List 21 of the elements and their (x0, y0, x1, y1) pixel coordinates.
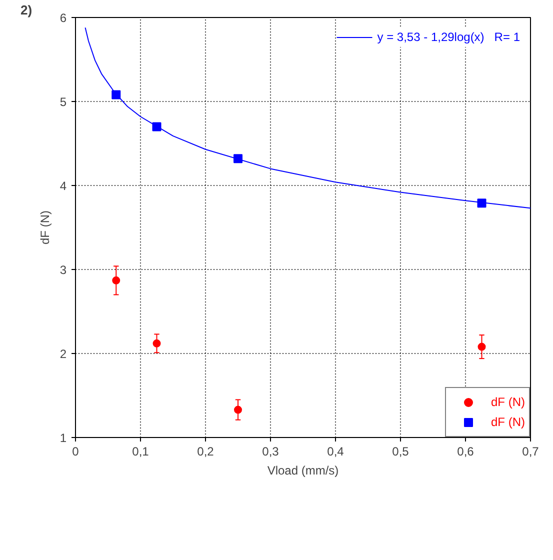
legend-label: dF (N) (491, 395, 525, 409)
x-axis-title: Vload (mm/s) (267, 464, 339, 478)
y-tick-label: 3 (60, 263, 67, 277)
x-tick-label: 0,5 (392, 444, 410, 458)
y-tick-label: 4 (60, 179, 67, 193)
y-tick-label: 6 (60, 11, 67, 25)
y-tick-label: 2 (60, 347, 67, 361)
x-tick-label: 0 (72, 444, 80, 458)
x-tick-label: 0,4 (327, 444, 344, 458)
line-series (84, 27, 530, 209)
x-tick-label: 0,1 (132, 444, 150, 458)
y-tick-label: 5 (60, 95, 67, 109)
y-axis-title: dF (N) (38, 210, 52, 244)
text: 2) (20, 2, 32, 18)
legend-label: y = 3,53 - 1,29log(x) R= 1 (377, 30, 520, 44)
legend-label: dF (N) (491, 415, 525, 429)
x-tick-label: 0,3 (262, 444, 280, 458)
y-tick-label: 1 (60, 431, 67, 445)
x-tick-label: 0,2 (197, 444, 214, 458)
x-tick-label: 0,7 (522, 444, 540, 458)
x-tick-label: 0,6 (457, 444, 474, 458)
